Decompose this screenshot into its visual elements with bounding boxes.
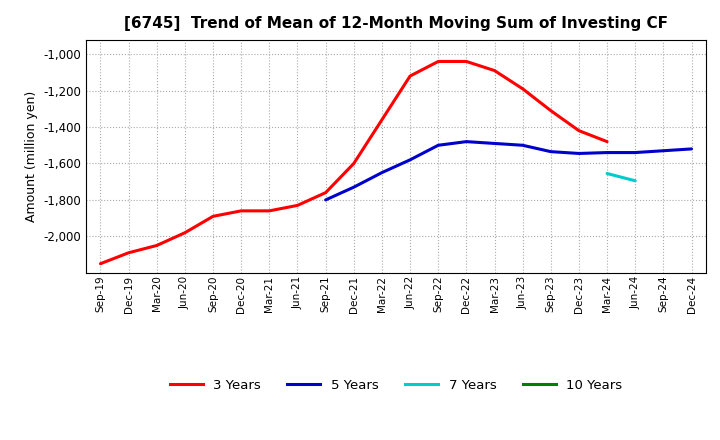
Line: 3 Years: 3 Years bbox=[101, 62, 607, 264]
3 Years bbox=[321, 190, 330, 195]
3 Years bbox=[546, 108, 555, 113]
3 Years bbox=[265, 208, 274, 213]
Line: 7 Years: 7 Years bbox=[607, 173, 635, 181]
5 Years bbox=[462, 139, 471, 144]
3 Years bbox=[237, 208, 246, 213]
3 Years bbox=[490, 68, 499, 73]
5 Years bbox=[518, 143, 527, 148]
Line: 5 Years: 5 Years bbox=[325, 142, 691, 200]
Y-axis label: Amount (million yen): Amount (million yen) bbox=[25, 91, 38, 222]
3 Years bbox=[293, 203, 302, 208]
3 Years bbox=[462, 59, 471, 64]
3 Years bbox=[575, 128, 583, 133]
5 Years bbox=[434, 143, 443, 148]
5 Years bbox=[490, 141, 499, 146]
5 Years bbox=[659, 148, 667, 154]
3 Years bbox=[603, 139, 611, 144]
3 Years bbox=[349, 161, 358, 166]
Title: [6745]  Trend of Mean of 12-Month Moving Sum of Investing CF: [6745] Trend of Mean of 12-Month Moving … bbox=[124, 16, 668, 32]
5 Years bbox=[687, 146, 696, 151]
5 Years bbox=[406, 157, 415, 162]
7 Years bbox=[603, 171, 611, 176]
5 Years bbox=[321, 197, 330, 202]
5 Years bbox=[349, 184, 358, 190]
5 Years bbox=[603, 150, 611, 155]
Legend: 3 Years, 5 Years, 7 Years, 10 Years: 3 Years, 5 Years, 7 Years, 10 Years bbox=[164, 373, 628, 397]
5 Years bbox=[575, 151, 583, 156]
3 Years bbox=[434, 59, 443, 64]
5 Years bbox=[546, 149, 555, 154]
3 Years bbox=[209, 214, 217, 219]
3 Years bbox=[96, 261, 105, 266]
3 Years bbox=[518, 86, 527, 92]
3 Years bbox=[125, 250, 133, 255]
3 Years bbox=[406, 73, 415, 79]
3 Years bbox=[153, 243, 161, 248]
5 Years bbox=[377, 170, 386, 175]
3 Years bbox=[181, 230, 189, 235]
3 Years bbox=[377, 117, 386, 122]
5 Years bbox=[631, 150, 639, 155]
7 Years bbox=[631, 178, 639, 183]
